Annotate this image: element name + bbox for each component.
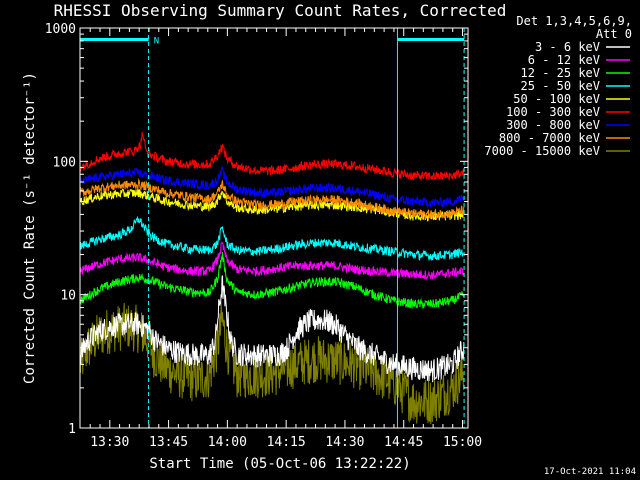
plot-area: N <box>79 28 465 428</box>
series-line-3 <box>79 215 465 261</box>
y-tick-label-3: 1000 <box>45 22 76 37</box>
legend-label-3: 25 - 50 keV <box>521 79 600 93</box>
series-line-0 <box>79 275 465 383</box>
legend-label-6: 300 - 800 keV <box>506 118 600 132</box>
legend-label-8: 7000 - 15000 keV <box>484 144 600 158</box>
legend-label-1: 6 - 12 keV <box>528 53 600 67</box>
series-line-2 <box>79 252 465 309</box>
series-line-5 <box>79 132 465 181</box>
saa-flag-label: N <box>154 36 159 46</box>
chart-title: RHESSI Observing Summary Count Rates, Co… <box>54 1 507 20</box>
plot-frame <box>79 27 469 429</box>
x-tick-label-1: 13:45 <box>149 435 188 450</box>
series-line-7 <box>79 177 465 220</box>
legend-header-line-1: Det 1,3,4,5,6,9, <box>516 14 632 28</box>
x-tick-label-3: 14:15 <box>267 435 306 450</box>
footer-timestamp: 17-Oct-2021 11:04 <box>544 467 636 477</box>
legend-label-4: 50 - 100 keV <box>513 92 600 106</box>
series-line-6 <box>79 166 465 209</box>
x-tick-label-0: 13:30 <box>90 435 129 450</box>
legend-label-7: 800 - 7000 keV <box>499 131 600 145</box>
x-tick-label-5: 14:45 <box>384 435 423 450</box>
y-tick-label-0: 1 <box>68 422 76 437</box>
x-axis-label: Start Time (05-Oct-06 13:22:22) <box>149 456 410 472</box>
axes: 13:30 13:45 14:00 14:15 14:30 14:45 15:00 1 10 10… <box>45 22 482 450</box>
legend-label-5: 100 - 300 keV <box>506 105 600 119</box>
y-tick-label-2: 100 <box>53 155 76 170</box>
y-axis-label: Corrected Count Rate (s⁻¹ detector⁻¹) <box>22 72 38 384</box>
legend-label-0: 3 - 6 keV <box>535 40 600 54</box>
x-tick-label-6: 15:00 <box>443 435 482 450</box>
series-line-1 <box>79 241 465 280</box>
legend-header-line-2: Att 0 <box>596 27 632 41</box>
legend-label-2: 12 - 25 keV <box>521 66 600 80</box>
x-tick-label-2: 14:00 <box>208 435 247 450</box>
x-tick-label-4: 14:30 <box>325 435 364 450</box>
y-tick-label-1: 10 <box>60 289 76 304</box>
